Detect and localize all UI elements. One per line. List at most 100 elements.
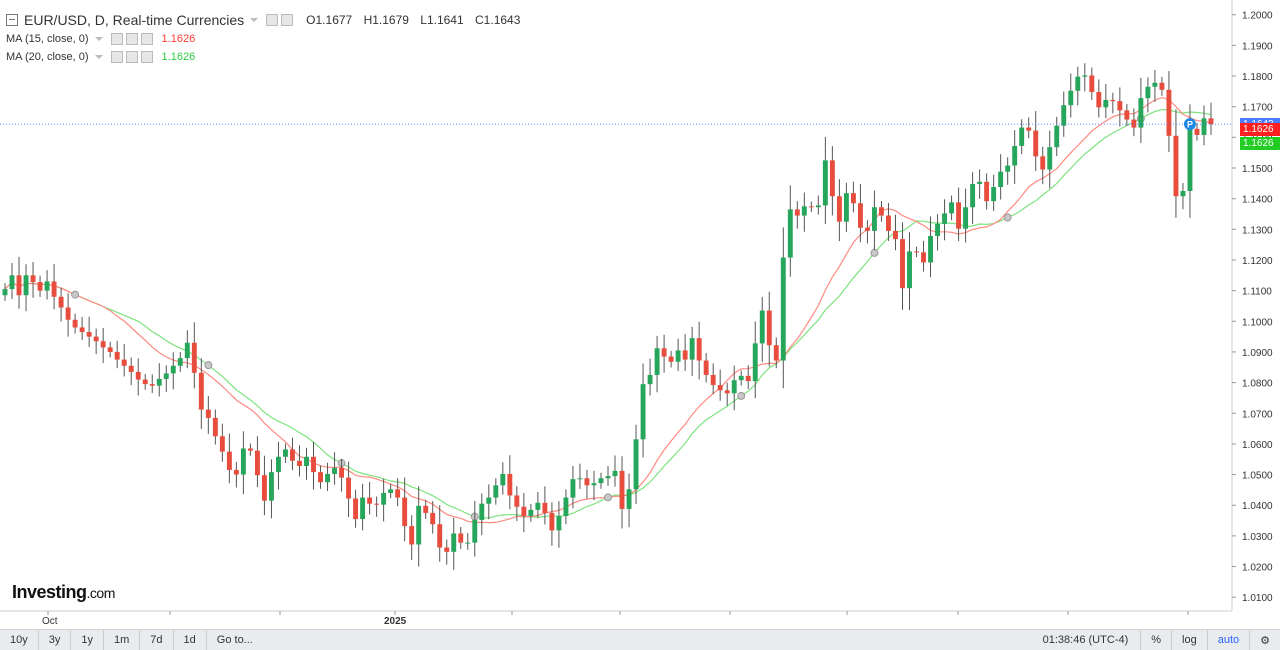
candle-body[interactable] [970, 183, 976, 208]
candle-body[interactable] [752, 343, 758, 382]
candle-body[interactable] [1166, 89, 1172, 136]
candle-body[interactable] [100, 341, 106, 348]
candle-body[interactable] [710, 374, 716, 386]
candle-body[interactable] [626, 489, 632, 509]
candle-body[interactable] [254, 450, 260, 476]
candle-body[interactable] [724, 390, 730, 394]
candle-body[interactable] [836, 196, 842, 222]
candle-body[interactable] [850, 193, 856, 204]
candle-body[interactable] [1145, 86, 1151, 99]
candle-body[interactable] [731, 380, 737, 394]
candle-body[interactable] [1019, 127, 1025, 146]
candle-body[interactable] [444, 547, 450, 552]
candle-body[interactable] [661, 348, 667, 357]
chevron-down-icon[interactable] [250, 18, 259, 22]
range-7d-button[interactable]: 7d [140, 630, 174, 650]
candle-body[interactable] [998, 171, 1004, 188]
candle-body[interactable] [332, 467, 338, 474]
candle-body[interactable] [304, 456, 309, 466]
candle-body[interactable] [311, 456, 316, 473]
log-toggle[interactable]: log [1172, 630, 1208, 650]
candle-body[interactable] [984, 181, 990, 202]
candle-body[interactable] [23, 275, 29, 296]
range-1y-button[interactable]: 1y [71, 630, 104, 650]
candle-body[interactable] [1005, 165, 1011, 172]
candle-body[interactable] [619, 470, 625, 509]
candle-body[interactable] [1110, 99, 1116, 102]
candle-body[interactable] [1089, 75, 1095, 92]
candle-body[interactable] [843, 193, 849, 222]
candle-body[interactable] [374, 503, 380, 505]
candle-body[interactable] [1124, 110, 1130, 120]
candle-body[interactable] [1068, 90, 1074, 106]
candle-body[interactable] [339, 467, 345, 478]
candle-body[interactable] [703, 360, 709, 375]
candle-body[interactable] [1103, 99, 1109, 108]
candle-body[interactable] [170, 365, 176, 374]
candle-body[interactable] [1159, 82, 1165, 90]
candle-body[interactable] [86, 332, 92, 337]
candle-body[interactable] [290, 449, 295, 461]
candle-body[interactable] [942, 213, 948, 224]
candle-body[interactable] [556, 515, 562, 531]
candle-body[interactable] [360, 497, 366, 520]
candle-body[interactable] [437, 524, 443, 548]
percent-toggle[interactable]: % [1140, 630, 1173, 650]
candle-body[interactable] [584, 478, 590, 486]
candle-body[interactable] [1201, 118, 1207, 135]
candle-body[interactable] [1208, 118, 1214, 125]
candle-body[interactable] [135, 371, 141, 380]
ma1-label[interactable]: MA (15, close, 0) [6, 33, 89, 45]
candle-body[interactable] [318, 472, 323, 483]
candle-body[interactable] [1173, 135, 1179, 197]
candle-body[interactable] [1026, 127, 1032, 131]
candle-body[interactable] [535, 502, 541, 510]
symbol-title[interactable]: EUR/USD, D, Real-time Currencies [24, 12, 245, 28]
candle-body[interactable] [16, 275, 22, 296]
candle-body[interactable] [156, 378, 162, 386]
p-marker-icon[interactable] [1183, 118, 1196, 131]
candle-body[interactable] [570, 479, 576, 498]
candle-body[interactable] [549, 512, 555, 531]
goto-button[interactable]: Go to... [216, 634, 253, 646]
candle-body[interactable] [198, 372, 204, 410]
candle-body[interactable] [465, 542, 471, 544]
candle-body[interactable] [58, 296, 64, 308]
candle-body[interactable] [1187, 128, 1193, 192]
candle-body[interactable] [878, 207, 884, 216]
candle-body[interactable] [72, 319, 78, 328]
candle-body[interactable] [191, 342, 197, 373]
candle-body[interactable] [268, 472, 274, 501]
candle-body[interactable] [963, 207, 969, 229]
gear-icon[interactable] [125, 51, 138, 63]
candle-body[interactable] [297, 460, 302, 466]
candle-body[interactable] [1075, 76, 1081, 91]
collapse-icon[interactable] [6, 14, 18, 26]
candle-body[interactable] [542, 502, 548, 513]
candle-body[interactable] [233, 469, 239, 475]
candle-body[interactable] [346, 477, 352, 499]
candle-body[interactable] [1061, 105, 1067, 126]
candle-body[interactable] [633, 439, 639, 490]
candle-body[interactable] [773, 345, 779, 361]
candle-body[interactable] [51, 281, 57, 297]
chevron-down-icon[interactable] [94, 55, 103, 59]
candle-body[interactable] [977, 181, 983, 184]
candle-body[interactable] [787, 209, 793, 258]
candle-body[interactable] [675, 350, 681, 362]
candle-body[interactable] [935, 223, 941, 237]
candle-body[interactable] [177, 358, 183, 366]
candle-body[interactable] [325, 473, 330, 483]
candle-body[interactable] [745, 375, 751, 382]
visibility-icon[interactable] [110, 51, 123, 63]
price-chart-svg[interactable]: 1.0100 1.0200 1.0300 1.0400 1.0500 1.0600 1.07… [0, 0, 1280, 629]
candle-body[interactable] [2, 289, 8, 296]
candle-body[interactable] [128, 365, 134, 372]
candle-body[interactable] [893, 230, 898, 240]
candle-body[interactable] [514, 495, 520, 507]
candle-body[interactable] [507, 473, 513, 496]
candle-body[interactable] [829, 160, 835, 197]
candle-body[interactable] [1117, 101, 1123, 111]
candle-body[interactable] [871, 207, 877, 231]
candle-body[interactable] [640, 384, 646, 440]
